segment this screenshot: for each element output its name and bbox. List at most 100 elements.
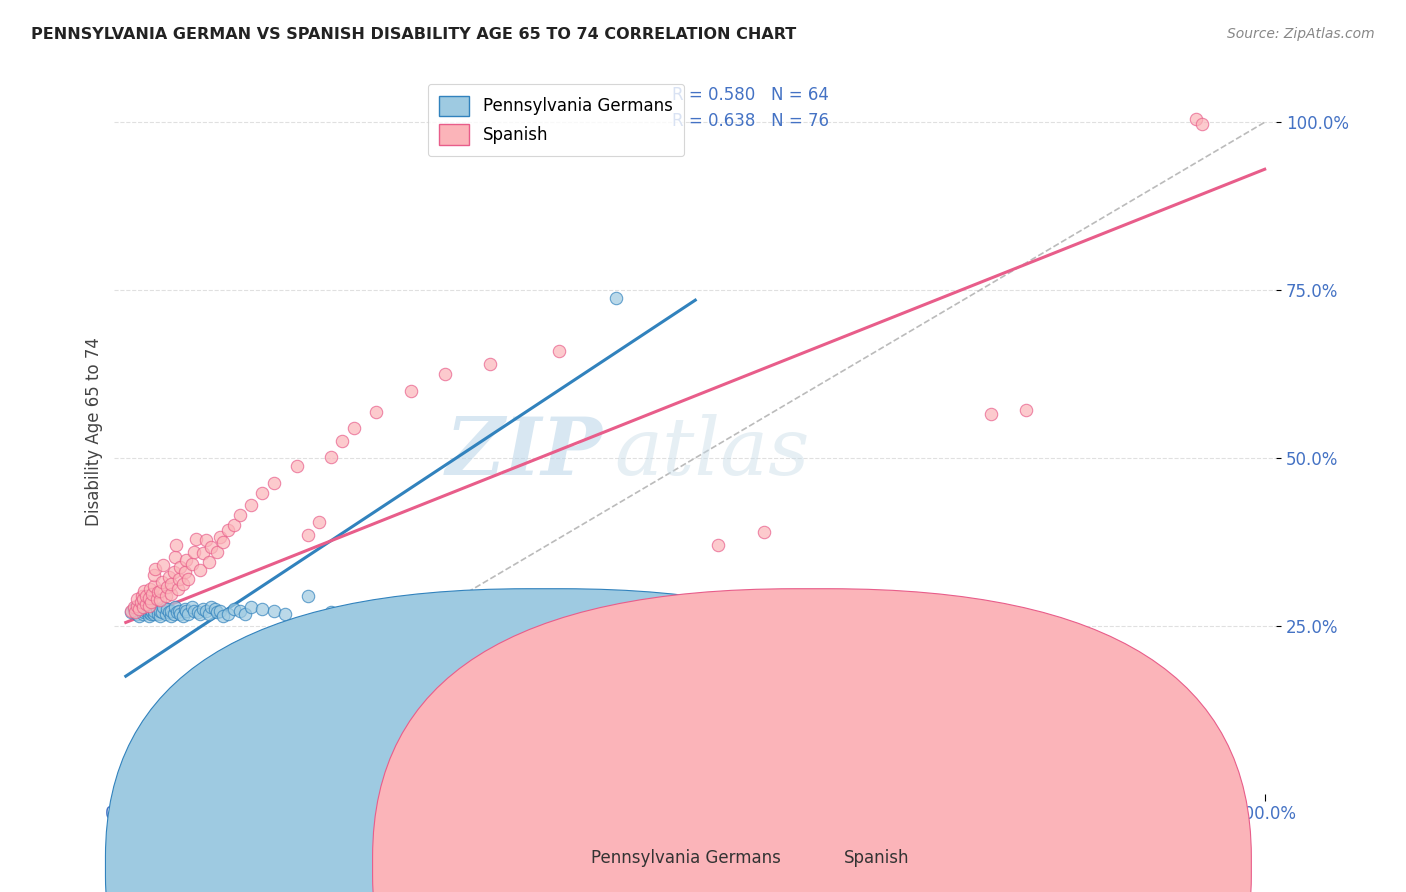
Point <box>143 607 166 621</box>
Text: Pennsylvania Germans: Pennsylvania Germans <box>591 849 780 867</box>
Point <box>135 589 157 603</box>
Point <box>132 591 155 606</box>
Point <box>162 607 184 621</box>
Point <box>204 602 226 616</box>
Point <box>143 578 166 592</box>
Point <box>274 607 297 621</box>
Point <box>149 604 172 618</box>
Point <box>129 595 152 609</box>
Point <box>319 606 342 620</box>
Point <box>980 407 1002 421</box>
Point <box>211 534 233 549</box>
Point <box>146 607 169 621</box>
Point <box>752 524 775 539</box>
Text: R = 0.638   N = 76: R = 0.638 N = 76 <box>672 112 830 130</box>
Point <box>135 604 157 618</box>
Point <box>132 607 155 621</box>
Point <box>149 583 172 598</box>
Point <box>198 555 221 569</box>
Point <box>194 604 217 618</box>
Point <box>156 580 179 594</box>
Point <box>163 550 186 565</box>
Point <box>188 607 211 621</box>
Point <box>183 604 205 618</box>
Point <box>160 586 183 600</box>
Text: atlas: atlas <box>614 414 810 491</box>
Point <box>174 553 197 567</box>
Point <box>193 546 215 560</box>
Point <box>200 600 222 615</box>
Point <box>149 608 172 623</box>
Point <box>127 591 149 606</box>
Text: ZIP: ZIP <box>446 414 602 491</box>
Point <box>141 606 163 620</box>
Point <box>252 602 274 616</box>
Point <box>139 603 162 617</box>
Point <box>127 607 149 621</box>
Point <box>132 606 155 620</box>
Point <box>166 606 188 620</box>
Point <box>433 367 456 381</box>
Point <box>205 545 228 559</box>
Point <box>121 606 143 620</box>
Point <box>180 600 202 615</box>
Point <box>187 606 209 620</box>
Point <box>399 384 422 398</box>
Point <box>157 606 180 620</box>
Point <box>149 593 172 607</box>
Point <box>177 572 200 586</box>
Point <box>1014 402 1036 417</box>
Point <box>169 607 191 621</box>
Point <box>141 586 163 600</box>
Point <box>145 591 167 606</box>
Point <box>330 434 353 449</box>
Point <box>200 540 222 554</box>
Point <box>228 604 250 618</box>
Point <box>129 604 152 618</box>
Point <box>1191 117 1213 131</box>
Point <box>180 557 202 571</box>
Point <box>366 405 388 419</box>
Point <box>342 614 364 628</box>
Point <box>139 607 162 621</box>
Point <box>308 515 330 529</box>
Point <box>297 528 319 542</box>
Point <box>217 607 239 621</box>
Point <box>145 562 167 576</box>
Point <box>160 577 183 591</box>
Point <box>155 607 177 621</box>
Point <box>285 458 308 473</box>
Point <box>132 602 155 616</box>
Point <box>174 604 197 618</box>
Point <box>222 602 245 616</box>
Point <box>143 568 166 582</box>
Point <box>186 532 208 546</box>
Point <box>235 607 257 621</box>
Point <box>263 604 285 618</box>
Point <box>156 602 179 616</box>
Point <box>209 604 232 618</box>
Point <box>128 602 150 616</box>
Point <box>138 599 160 613</box>
Point <box>163 600 186 615</box>
Y-axis label: Disability Age 65 to 74: Disability Age 65 to 74 <box>86 336 103 525</box>
Point <box>138 602 160 616</box>
Point <box>263 476 285 491</box>
Point <box>228 508 250 522</box>
Point <box>342 421 364 435</box>
Point <box>127 600 149 615</box>
Point <box>135 600 157 615</box>
Point <box>605 291 627 305</box>
Point <box>143 604 166 618</box>
Point <box>138 608 160 623</box>
Point <box>198 607 221 621</box>
Point <box>122 602 145 616</box>
Point <box>165 538 187 552</box>
Point <box>319 450 342 464</box>
Point <box>139 595 162 609</box>
Point <box>150 575 173 590</box>
Text: Spanish: Spanish <box>844 849 910 867</box>
Point <box>138 591 160 605</box>
Point <box>240 498 263 512</box>
Point <box>479 357 502 371</box>
